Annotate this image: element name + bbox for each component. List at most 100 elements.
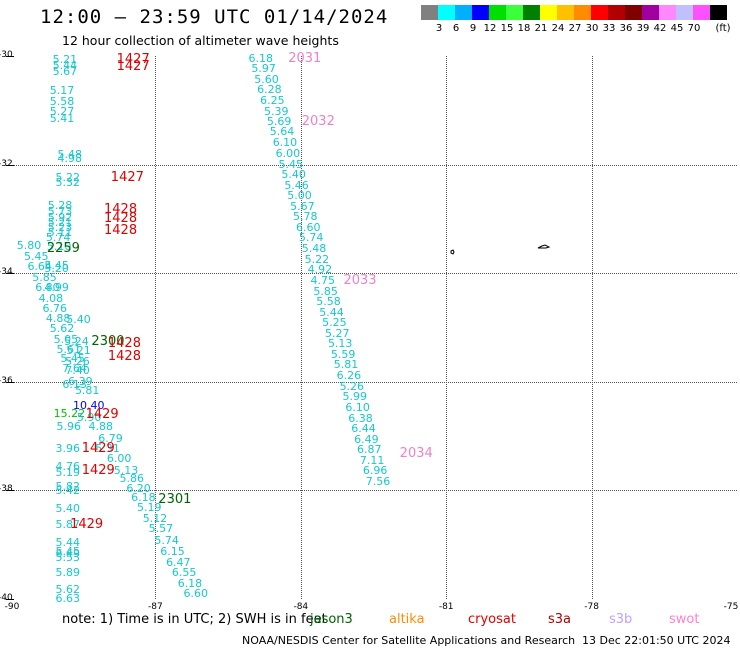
wave-height-value: 6.49 — [354, 432, 379, 446]
satellite-cryosat-label: cryosat — [468, 612, 516, 627]
wave-height-value: 5.00 — [287, 189, 312, 202]
wave-height-value: 5.27 — [325, 326, 350, 340]
wave-height-value: 5.10 — [46, 239, 72, 253]
wave-height-value: 5.62 — [49, 322, 75, 336]
latitude-tick — [6, 381, 14, 383]
wave-height-value: 7.11 — [359, 453, 385, 467]
legend-tick-label: 24 — [551, 23, 565, 34]
color-legend: 3 6 9 12 15 18 21 24 27 30 33 36 39 42 45 70 (ft) — [421, 5, 731, 35]
latitude-gridline — [10, 273, 737, 275]
legend-tick-label: 3 — [435, 23, 443, 34]
wave-height-value: 5.05 — [53, 332, 79, 346]
wave-height-value: 6.38 — [348, 411, 373, 425]
longitude-label: -84 — [293, 602, 309, 612]
wave-height-value: 4.76 — [55, 459, 81, 473]
wave-height-value: 5.78 — [293, 210, 318, 224]
wave-height-value: 6.25 — [260, 93, 285, 107]
wave-height-value: 5.85 — [313, 284, 338, 298]
wave-height-value: 5.19 — [55, 465, 81, 479]
latitude-label: -34 — [0, 267, 13, 278]
legend-swatch — [540, 5, 557, 20]
satellite-s3a-label: s3a — [548, 612, 572, 627]
wave-height-value: 5.13 — [113, 463, 139, 477]
wave-height-value: 7.64 — [62, 361, 87, 375]
wave-height-value: 6.76 — [42, 301, 67, 315]
wave-height-value: 5.24 — [64, 334, 89, 348]
wave-height-value: 5.58 — [316, 294, 341, 308]
wave-height-value: 6.00 — [106, 452, 132, 466]
legend-swatch — [608, 5, 625, 20]
map-plot-area: 5.21 5.44 5.67 5.17 5.58 5.27 5.41 5.48 4.98 5.22… — [6, 52, 737, 604]
latitude-gridline — [10, 490, 737, 492]
legend-tick-label: 42 — [653, 23, 667, 34]
wave-height-value: 5.89 — [55, 566, 81, 580]
legend-swatch — [472, 5, 489, 20]
wave-height-value: 5.42 — [55, 484, 81, 498]
wave-height-value: 5.67 — [52, 64, 78, 78]
map-subtitle: 12 hour collection of altimeter wave hei… — [62, 33, 339, 48]
wave-height-value: 5.82 — [55, 479, 81, 493]
wave-height-value: 5.67 — [290, 199, 315, 213]
wave-height-value: 5.11 — [47, 225, 73, 239]
legend-swatch — [659, 5, 676, 20]
wave-height-value: 5.92 — [47, 210, 73, 224]
island-outline — [450, 249, 455, 255]
wave-height-value: 5.45 — [55, 545, 81, 559]
legend-tick-label: 18 — [517, 23, 531, 34]
wave-height-value: 5.22 — [55, 170, 81, 184]
wave-height-value: 3.96 — [55, 441, 81, 455]
legend-tick-label: 30 — [585, 23, 599, 34]
coastline-layer — [450, 244, 551, 255]
wave-height-value: 5.45 — [60, 351, 85, 365]
latitude-gridline — [10, 164, 737, 166]
wave-height-value: 5.21 — [66, 344, 91, 358]
wave-height-value: 5.97 — [251, 61, 276, 75]
wave-height-value: 15.22 — [53, 406, 86, 420]
longitude-gridline — [446, 56, 448, 599]
legend-swatch — [421, 5, 438, 20]
legend-tick-label: 9 — [469, 23, 477, 34]
pass-time-label: 1428 — [107, 335, 141, 351]
wave-height-value: 4.75 — [310, 273, 335, 287]
wave-height-value: 6.20 — [126, 481, 151, 495]
wave-height-value: 5.74 — [45, 231, 71, 245]
wave-height-value: 6.28 — [257, 83, 282, 97]
wave-height-value: 5.48 — [301, 242, 327, 256]
wave-height-value: 5.58 — [49, 94, 75, 108]
satellite-jason3-label: jason3 — [310, 612, 353, 627]
latitude-label: -30 — [0, 50, 13, 60]
wave-height-value: 5.53 — [55, 551, 81, 565]
wave-height-value: 5.44 — [55, 535, 81, 549]
wave-height-value: 5.45 — [44, 259, 69, 273]
pass-time-label: 1428 — [104, 202, 138, 218]
wave-height-value: 4.98 — [57, 152, 82, 166]
legend-swatch — [489, 5, 506, 20]
pass-time-label: 1429 — [81, 441, 115, 457]
pass-time-label: 1428 — [107, 348, 141, 364]
wave-height-value: 5.80 — [16, 238, 42, 252]
wave-height-value: 5.31 — [95, 441, 120, 455]
wave-height-value: 6.60 — [295, 221, 321, 235]
legend-swatch — [710, 5, 727, 20]
wave-height-value: 4.92 — [307, 263, 333, 277]
wave-height-value: 5.96 — [56, 420, 82, 434]
wave-height-value: 5.81 — [333, 358, 359, 372]
pass-time-label: 2034 — [399, 445, 433, 461]
wave-height-value: 5.44 — [319, 305, 344, 319]
wave-height-value: 5.26 — [65, 355, 90, 369]
legend-swatch — [523, 5, 540, 20]
wave-height-value: 5.22 — [304, 252, 330, 266]
legend-swatch — [625, 5, 642, 20]
longitude-label: -75 — [723, 602, 739, 612]
wave-height-value: 5.60 — [254, 72, 279, 86]
pass-time-label: 1429 — [85, 407, 119, 423]
wave-height-value: 6.96 — [362, 464, 388, 478]
wave-height-value: 5.74 — [298, 231, 324, 245]
pass-time-label: 1429 — [70, 517, 104, 533]
island-outline — [537, 244, 551, 249]
pass-time-label: 2259 — [46, 240, 80, 256]
legend-swatch — [557, 5, 574, 20]
satellite-altika-label: altika — [389, 612, 425, 627]
wave-height-value: 5.73 — [47, 205, 73, 219]
wave-height-value: 7.40 — [65, 364, 90, 378]
